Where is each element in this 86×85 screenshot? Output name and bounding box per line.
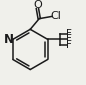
Text: F: F	[66, 34, 72, 44]
Text: N: N	[4, 33, 14, 46]
Text: Cl: Cl	[50, 11, 61, 21]
Text: F: F	[66, 29, 72, 39]
Text: O: O	[33, 0, 42, 10]
Text: F: F	[66, 40, 72, 50]
